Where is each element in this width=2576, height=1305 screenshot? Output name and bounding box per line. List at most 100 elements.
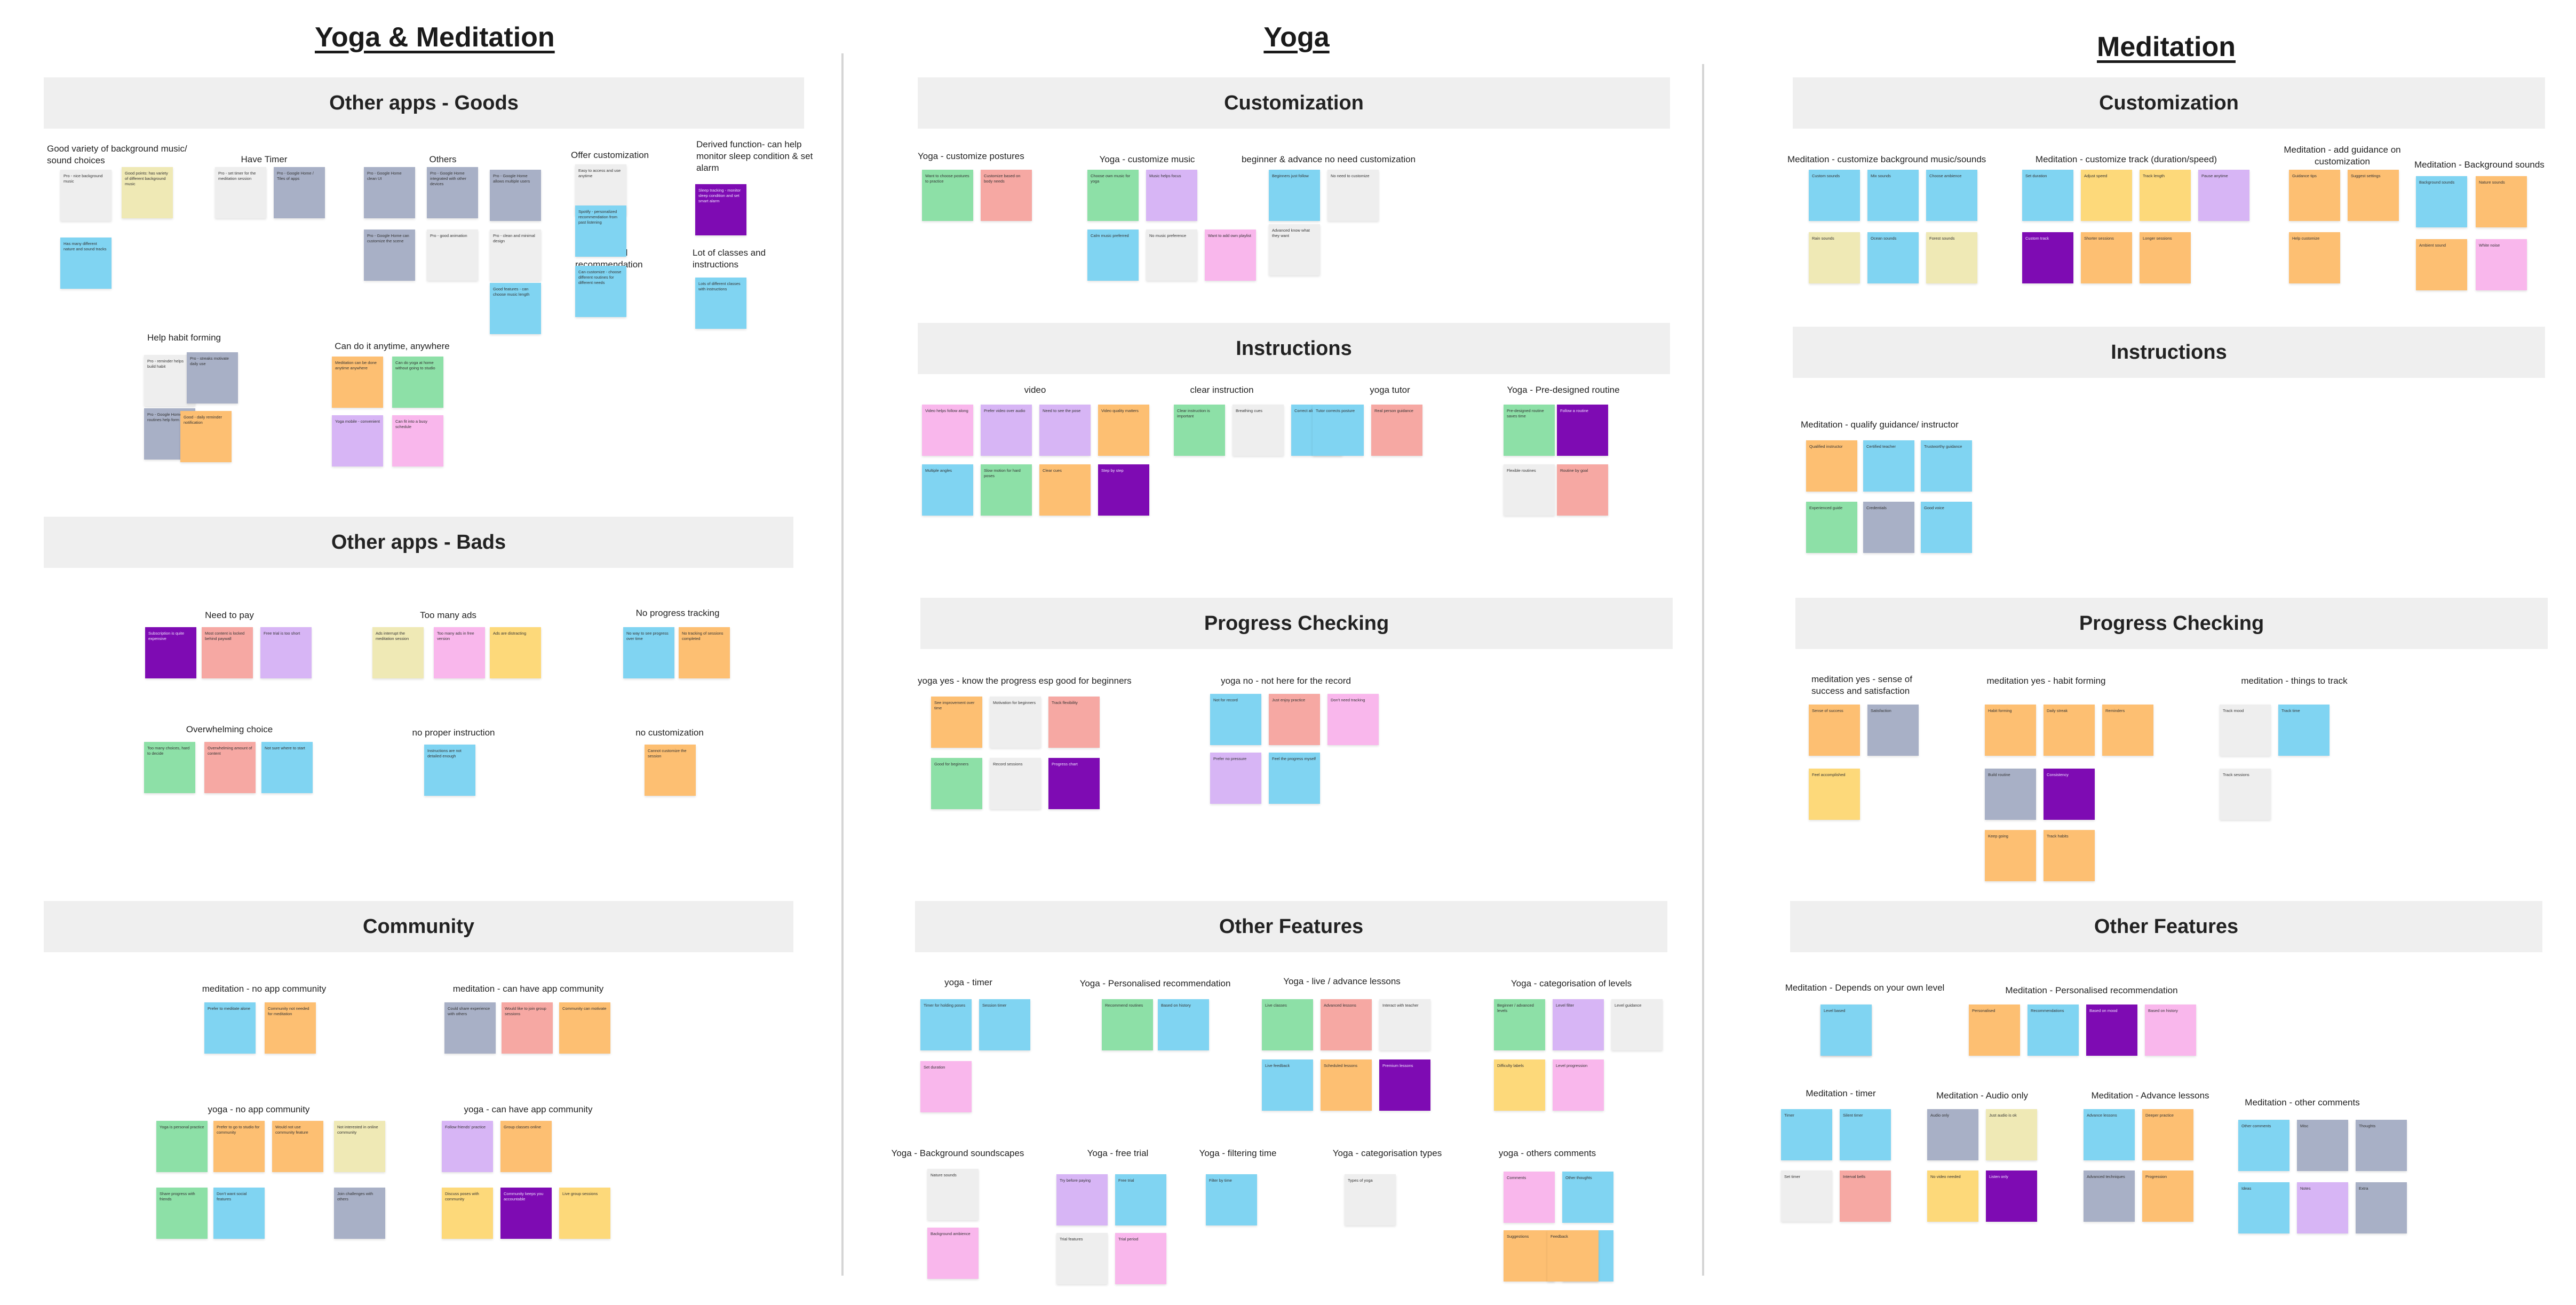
sticky-note[interactable]: Good for beginners xyxy=(931,758,982,809)
sticky-note[interactable]: Good features - can choose music length xyxy=(490,283,541,334)
sticky-note[interactable]: Meditation can be done anytime anywhere xyxy=(332,357,383,408)
sticky-note[interactable]: Live classes xyxy=(1262,999,1313,1050)
sticky-note[interactable]: Personalised xyxy=(1969,1005,2020,1056)
sticky-note[interactable]: Just enjoy practice xyxy=(1269,694,1320,745)
sticky-note[interactable]: Based on history xyxy=(2145,1005,2196,1056)
sticky-note[interactable]: Pro - Google Home clean UI xyxy=(364,167,415,218)
sticky-note[interactable]: Trial period xyxy=(1115,1233,1166,1284)
sticky-note[interactable]: Free trial xyxy=(1115,1174,1166,1225)
sticky-note[interactable]: Based on mood xyxy=(2086,1005,2137,1056)
sticky-note[interactable]: Certified teacher xyxy=(1863,440,1914,492)
sticky-note[interactable]: Scheduled lessons xyxy=(1321,1059,1372,1111)
sticky-note[interactable]: Difficulty labels xyxy=(1494,1059,1545,1111)
sticky-note[interactable]: Rain sounds xyxy=(1809,232,1860,283)
sticky-note[interactable]: No video needed xyxy=(1927,1170,1978,1222)
sticky-note[interactable]: Group classes online xyxy=(500,1121,552,1172)
sticky-note[interactable]: Credentials xyxy=(1863,502,1914,553)
sticky-note[interactable]: Pro - streaks motivate daily use xyxy=(187,352,238,404)
sticky-note[interactable]: Track sessions xyxy=(2220,769,2271,820)
sticky-note[interactable]: Keep going xyxy=(1985,830,2036,881)
sticky-note[interactable]: Longer sessions xyxy=(2140,232,2191,283)
sticky-note[interactable]: Not sure where to start xyxy=(261,742,313,793)
sticky-note[interactable]: Can do yoga at home without going to stu… xyxy=(392,357,443,408)
sticky-note[interactable]: Calm music preferred xyxy=(1087,230,1139,281)
sticky-note[interactable]: No need to customize xyxy=(1327,170,1379,221)
sticky-note[interactable]: Choose own music for yoga xyxy=(1087,170,1139,221)
sticky-note[interactable]: Prefer to go to studio for community xyxy=(213,1121,265,1172)
sticky-note[interactable]: Types of yoga xyxy=(1345,1174,1396,1225)
sticky-note[interactable]: Beginner / advanced levels xyxy=(1494,999,1545,1050)
sticky-note[interactable]: Forest sounds xyxy=(1926,232,1977,283)
sticky-note[interactable]: Pro - Google Home can customize the scen… xyxy=(364,230,415,281)
sticky-note[interactable]: Thoughts xyxy=(2356,1120,2407,1171)
sticky-note[interactable]: Notes xyxy=(2297,1182,2348,1233)
sticky-note[interactable]: Live feedback xyxy=(1262,1059,1313,1111)
sticky-note[interactable]: Pro - Google Home allows multiple users xyxy=(490,170,541,221)
sticky-note[interactable]: No tracking of sessions completed xyxy=(679,627,730,678)
sticky-note[interactable]: Pro - clean and minimal design xyxy=(490,230,541,281)
sticky-note[interactable]: Need to see the pose xyxy=(1039,405,1091,456)
sticky-note[interactable]: Deeper practice xyxy=(2142,1109,2193,1160)
sticky-note[interactable]: Interval bells xyxy=(1840,1170,1891,1222)
sticky-note[interactable]: Discuss poses with community xyxy=(442,1188,493,1239)
sticky-note[interactable]: Prefer no pressure xyxy=(1210,753,1261,804)
sticky-note[interactable]: Experienced guide xyxy=(1806,502,1857,553)
sticky-note[interactable]: Build routine xyxy=(1985,769,2036,820)
sticky-note[interactable]: Ads interrupt the meditation session xyxy=(372,627,424,678)
sticky-note[interactable]: Recommend routines xyxy=(1102,999,1153,1050)
sticky-note[interactable]: Slow motion for hard poses xyxy=(981,464,1032,516)
sticky-note[interactable]: Audio only xyxy=(1927,1109,1978,1160)
sticky-note[interactable]: See improvement over time xyxy=(931,697,982,748)
sticky-note[interactable]: Routine by goal xyxy=(1557,464,1608,516)
sticky-note[interactable]: Pro - good animation xyxy=(427,230,478,281)
sticky-note[interactable]: Follow friends' practice xyxy=(442,1121,493,1172)
sticky-note[interactable]: Prefer to meditate alone xyxy=(204,1002,256,1054)
sticky-note[interactable]: Other thoughts xyxy=(1562,1172,1613,1223)
sticky-note[interactable]: Subscription is quite expensive xyxy=(145,627,196,678)
sticky-note[interactable]: Feel accomplished xyxy=(1809,769,1860,820)
sticky-note[interactable]: Filter by time xyxy=(1206,1174,1257,1225)
sticky-note[interactable]: Guidance tips xyxy=(2289,170,2340,221)
sticky-note[interactable]: Good - daily reminder notification xyxy=(180,411,232,462)
sticky-note[interactable]: Customize based on body needs xyxy=(981,170,1032,221)
sticky-note[interactable]: Too many choices, hard to decide xyxy=(144,742,195,793)
sticky-note[interactable]: Nature sounds xyxy=(2476,176,2527,227)
sticky-note[interactable]: Progression xyxy=(2142,1170,2193,1222)
sticky-note[interactable]: Qualified instructor xyxy=(1806,440,1857,492)
sticky-note[interactable]: Set timer xyxy=(1781,1170,1832,1222)
sticky-note[interactable]: Suggest settings xyxy=(2348,170,2399,221)
sticky-note[interactable]: Cannot customize the session xyxy=(645,745,696,796)
sticky-note[interactable]: Real person guidance xyxy=(1371,405,1422,456)
sticky-note[interactable]: Shorter sessions xyxy=(2081,232,2132,283)
sticky-note[interactable]: Trial features xyxy=(1056,1233,1108,1284)
sticky-note[interactable]: Interact with teacher xyxy=(1379,999,1430,1050)
sticky-note[interactable]: Track habits xyxy=(2044,830,2095,881)
sticky-note[interactable]: Pro - Google Home / Tiles of apps xyxy=(274,167,325,218)
sticky-note[interactable]: Beginners just follow xyxy=(1269,170,1320,221)
sticky-note[interactable]: Silent timer xyxy=(1840,1109,1891,1160)
sticky-note[interactable]: Too many ads in free version xyxy=(434,627,485,678)
sticky-note[interactable]: Daily streak xyxy=(2044,705,2095,756)
sticky-note[interactable]: Set duration xyxy=(920,1061,972,1112)
sticky-note[interactable]: Follow a routine xyxy=(1557,405,1608,456)
sticky-note[interactable]: Flexible routines xyxy=(1504,464,1555,516)
sticky-note[interactable]: Feedback xyxy=(1547,1230,1599,1282)
sticky-note[interactable]: Ocean sounds xyxy=(1867,232,1919,283)
sticky-note[interactable]: Adjust speed xyxy=(2081,170,2132,221)
sticky-note[interactable]: Don't need tracking xyxy=(1327,694,1379,745)
sticky-note[interactable]: Level progression xyxy=(1553,1059,1604,1111)
sticky-note[interactable]: Can fit into a busy schedule xyxy=(392,415,443,466)
sticky-note[interactable]: Based on history xyxy=(1158,999,1209,1050)
sticky-note[interactable]: Advance lessons xyxy=(2084,1109,2135,1160)
sticky-note[interactable]: Timer xyxy=(1781,1109,1832,1160)
sticky-note[interactable]: Free trial is too short xyxy=(260,627,312,678)
sticky-note[interactable]: Not interested in online community xyxy=(334,1121,385,1172)
sticky-note[interactable]: Level filter xyxy=(1553,999,1604,1050)
sticky-note[interactable]: Pre-designed routine saves time xyxy=(1504,405,1555,456)
sticky-note[interactable]: Custom sounds xyxy=(1809,170,1860,221)
sticky-note[interactable]: Multiple angles xyxy=(922,464,973,516)
sticky-note[interactable]: Premium lessons xyxy=(1379,1059,1430,1111)
sticky-note[interactable]: Just audio is ok xyxy=(1986,1109,2037,1160)
sticky-note[interactable]: Misc xyxy=(2297,1120,2348,1171)
sticky-note[interactable]: Feel the progress myself xyxy=(1269,753,1320,804)
